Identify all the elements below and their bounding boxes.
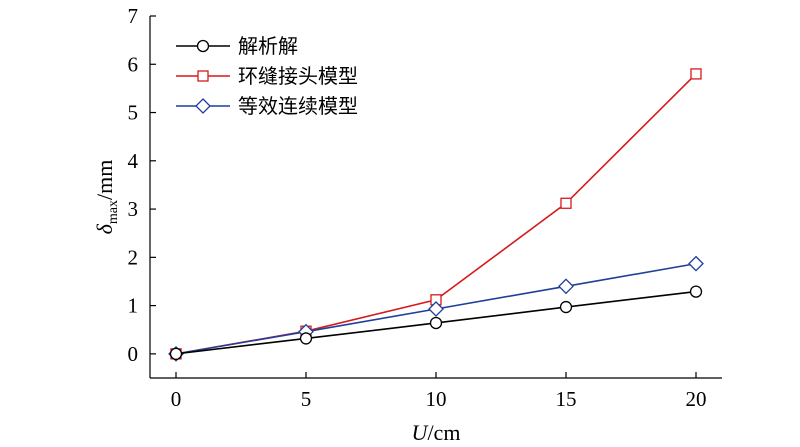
legend-item: 解析解 <box>176 34 298 58</box>
x-ticks: 0 5 10 15 20 <box>171 372 707 411</box>
y-tick-label: 1 <box>128 294 139 318</box>
legend-item: 等效连续模型 <box>176 94 358 118</box>
data-point <box>558 278 574 295</box>
y-tick-label: 4 <box>128 149 139 173</box>
x-tick-label: 5 <box>301 387 312 411</box>
y-axis-label-sub: max <box>106 200 121 224</box>
legend-label: 环缝接头模型 <box>238 64 358 88</box>
series-layer <box>168 68 704 362</box>
legend-marker <box>195 98 211 114</box>
x-tick-label: 15 <box>556 387 577 411</box>
y-tick-label: 3 <box>128 197 139 221</box>
data-point <box>169 347 183 361</box>
x-axis-label-unit: /cm <box>427 420 460 445</box>
x-axis-label-var: U <box>412 420 430 445</box>
x-axis-label: U/cm <box>412 420 461 445</box>
y-axis-label-unit: /mm <box>92 160 117 200</box>
data-point <box>559 300 573 314</box>
y-tick-label: 2 <box>128 245 139 269</box>
data-point <box>690 68 702 80</box>
data-point <box>428 301 444 317</box>
data-point <box>688 255 704 272</box>
y-ticks: 0 1 2 3 4 5 6 7 <box>128 4 156 366</box>
legend-label: 解析解 <box>238 34 298 58</box>
legend-label: 等效连续模型 <box>238 94 358 118</box>
y-tick-label: 0 <box>128 342 139 366</box>
series-circle <box>169 285 703 361</box>
data-point <box>689 285 703 298</box>
x-tick-label: 0 <box>171 387 182 411</box>
data-point <box>299 332 313 345</box>
x-tick-label: 20 <box>686 387 707 411</box>
legend-marker <box>197 70 209 82</box>
y-tick-label: 7 <box>128 4 139 28</box>
data-point <box>560 197 572 209</box>
data-point <box>429 316 443 330</box>
legend-item: 环缝接头模型 <box>176 64 358 88</box>
x-tick-label: 10 <box>426 387 447 411</box>
y-tick-label: 5 <box>128 101 139 125</box>
y-tick-label: 6 <box>128 52 139 76</box>
y-axis-label-text: δmax/mm <box>92 160 121 235</box>
y-axis-label: δmax/mm <box>92 160 121 235</box>
legend-marker <box>196 39 210 53</box>
y-axis-label-var: δ <box>92 223 117 234</box>
